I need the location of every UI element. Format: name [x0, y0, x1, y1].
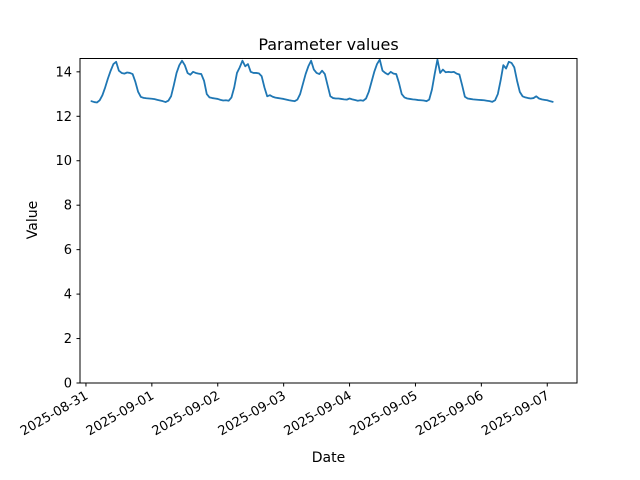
chart-title: Parameter values: [258, 35, 398, 54]
x-tick-label: 2025-09-06: [413, 388, 486, 439]
axes-spines: [79, 58, 578, 384]
y-tick-label: 14: [55, 65, 72, 80]
y-axis-label: Value: [25, 201, 41, 239]
plot-area: [90, 58, 554, 104]
x-tick-label: 2025-09-07: [479, 388, 552, 439]
x-axis-label: Date: [312, 450, 345, 466]
y-tick-label: 6: [64, 243, 72, 258]
y-tick-label: 10: [55, 154, 72, 169]
y-tick-label: 2: [64, 332, 72, 347]
axes: 024681012142025-08-312025-09-012025-09-0…: [18, 58, 578, 439]
x-tick-label: 2025-09-03: [216, 388, 289, 439]
x-tick-label: 2025-09-01: [84, 388, 157, 439]
x-tick-label: 2025-09-02: [150, 388, 223, 439]
data-line: [90, 58, 554, 104]
y-tick-label: 0: [64, 377, 72, 392]
x-tick-label: 2025-09-05: [348, 388, 421, 439]
y-tick-label: 12: [55, 110, 72, 125]
x-tick-label: 2025-08-31: [18, 388, 91, 439]
y-tick-label: 4: [64, 288, 72, 303]
x-tick-label: 2025-09-04: [282, 388, 355, 439]
y-tick-label: 8: [64, 199, 72, 214]
